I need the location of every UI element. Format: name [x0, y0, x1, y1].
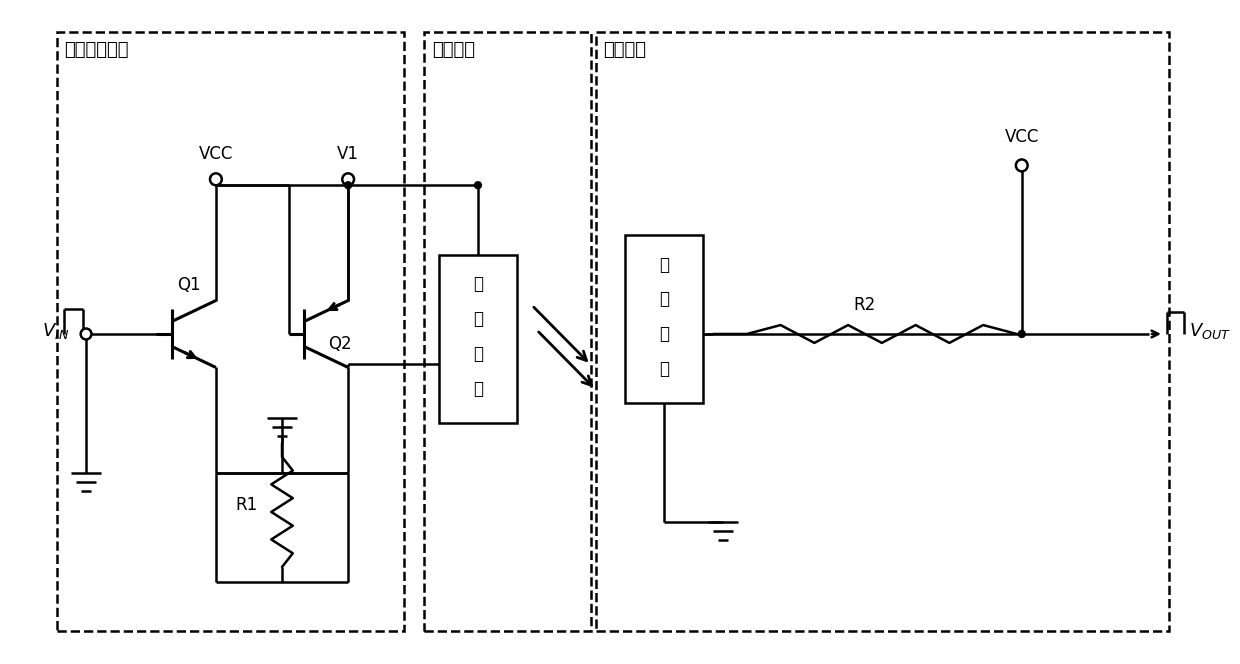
Text: VCC: VCC [198, 145, 233, 163]
Text: Q2: Q2 [329, 335, 352, 353]
Text: 路: 路 [660, 360, 670, 378]
Text: 电: 电 [660, 325, 670, 343]
Circle shape [342, 173, 355, 185]
Circle shape [1016, 159, 1028, 171]
Text: 发: 发 [472, 276, 482, 293]
Text: 受: 受 [660, 256, 670, 274]
Circle shape [345, 182, 352, 189]
Bar [439, 255, 517, 423]
Bar [625, 235, 703, 404]
Text: 输入控制电路: 输入控制电路 [64, 41, 129, 60]
Circle shape [1018, 331, 1025, 337]
Text: 电: 电 [472, 345, 482, 363]
Text: 光: 光 [472, 310, 482, 328]
Bar [595, 31, 1169, 631]
Text: 路: 路 [472, 380, 482, 398]
Text: 输出电路: 输出电路 [604, 41, 646, 60]
Text: VCC: VCC [1004, 127, 1039, 145]
Text: R2: R2 [854, 296, 877, 314]
Text: R1: R1 [236, 496, 258, 514]
Bar [57, 31, 404, 631]
Text: V1: V1 [337, 145, 360, 163]
Circle shape [210, 173, 222, 185]
Text: $V_{IN}$: $V_{IN}$ [42, 321, 69, 341]
Text: $V_{OUT}$: $V_{OUT}$ [1189, 321, 1231, 341]
Text: 光: 光 [660, 290, 670, 308]
Text: 光耦电路: 光耦电路 [432, 41, 475, 60]
Bar [424, 31, 590, 631]
Circle shape [475, 182, 481, 189]
Text: Q1: Q1 [177, 276, 201, 294]
Circle shape [81, 329, 92, 339]
